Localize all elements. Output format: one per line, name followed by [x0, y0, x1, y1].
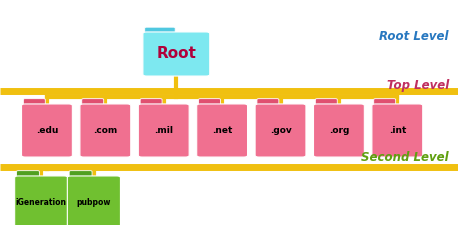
FancyBboxPatch shape	[140, 99, 162, 113]
Text: Second Level: Second Level	[361, 151, 449, 164]
Text: .net: .net	[212, 126, 232, 135]
FancyBboxPatch shape	[145, 27, 175, 40]
FancyBboxPatch shape	[196, 104, 247, 157]
FancyBboxPatch shape	[372, 104, 423, 157]
FancyBboxPatch shape	[313, 104, 365, 157]
FancyBboxPatch shape	[82, 99, 104, 113]
Text: .edu: .edu	[36, 126, 58, 135]
Text: iGeneration: iGeneration	[16, 198, 67, 207]
Text: .com: .com	[93, 126, 117, 135]
FancyBboxPatch shape	[22, 104, 72, 157]
FancyBboxPatch shape	[80, 104, 131, 157]
FancyBboxPatch shape	[374, 99, 396, 113]
FancyBboxPatch shape	[23, 99, 45, 113]
Text: pubpow: pubpow	[76, 198, 111, 207]
Text: Root Level: Root Level	[379, 29, 449, 43]
Text: .gov: .gov	[270, 126, 291, 135]
Text: Top Level: Top Level	[387, 79, 449, 92]
FancyBboxPatch shape	[69, 171, 92, 185]
FancyBboxPatch shape	[16, 171, 39, 185]
FancyBboxPatch shape	[255, 104, 306, 157]
FancyBboxPatch shape	[67, 176, 120, 225]
FancyBboxPatch shape	[143, 32, 210, 76]
FancyBboxPatch shape	[257, 99, 279, 113]
FancyBboxPatch shape	[315, 99, 337, 113]
FancyBboxPatch shape	[199, 99, 220, 113]
FancyBboxPatch shape	[15, 176, 68, 225]
FancyBboxPatch shape	[138, 104, 189, 157]
Text: .mil: .mil	[154, 126, 173, 135]
Text: .int: .int	[389, 126, 406, 135]
Text: .org: .org	[329, 126, 349, 135]
Text: Root: Root	[156, 47, 196, 61]
